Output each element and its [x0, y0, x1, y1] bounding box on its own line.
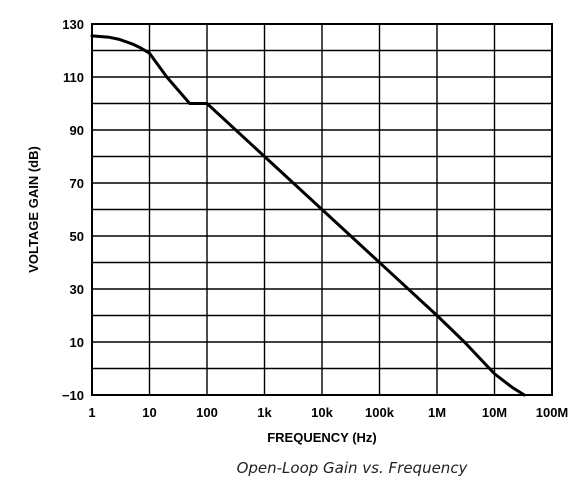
y-tick-label: 10 — [70, 335, 84, 350]
chart-caption: Open-Loop Gain vs. Frequency — [237, 459, 469, 477]
x-tick-label: 1k — [257, 405, 272, 420]
x-tick-label: 1 — [88, 405, 95, 420]
y-tick-label: 110 — [63, 70, 84, 85]
x-tick-label: 100M — [536, 405, 569, 420]
y-tick-labels: −10 10 30 50 70 90 110 130 — [62, 17, 84, 403]
y-tick-label: 130 — [62, 17, 84, 32]
x-axis-title: FREQUENCY (Hz) — [267, 430, 377, 445]
x-tick-label: 10k — [311, 405, 333, 420]
gain-curve-line — [90, 34, 526, 397]
x-tick-label: 10 — [142, 405, 156, 420]
y-tick-label: 30 — [70, 282, 84, 297]
y-tick-label: −10 — [62, 388, 84, 403]
x-tick-label: 100k — [365, 405, 395, 420]
y-axis-title: VOLTAGE GAIN (dB) — [26, 146, 41, 273]
x-tick-label: 100 — [196, 405, 218, 420]
y-tick-label: 50 — [70, 229, 84, 244]
grid-lines — [91, 23, 553, 396]
y-tick-label: 70 — [70, 176, 84, 191]
x-tick-label: 10M — [482, 405, 507, 420]
x-tick-labels: 1 10 100 1k 10k 100k 1M 10M 100M — [88, 405, 568, 420]
plot-frame — [91, 23, 553, 396]
x-tick-label: 1M — [428, 405, 446, 420]
y-tick-label: 90 — [70, 123, 84, 138]
